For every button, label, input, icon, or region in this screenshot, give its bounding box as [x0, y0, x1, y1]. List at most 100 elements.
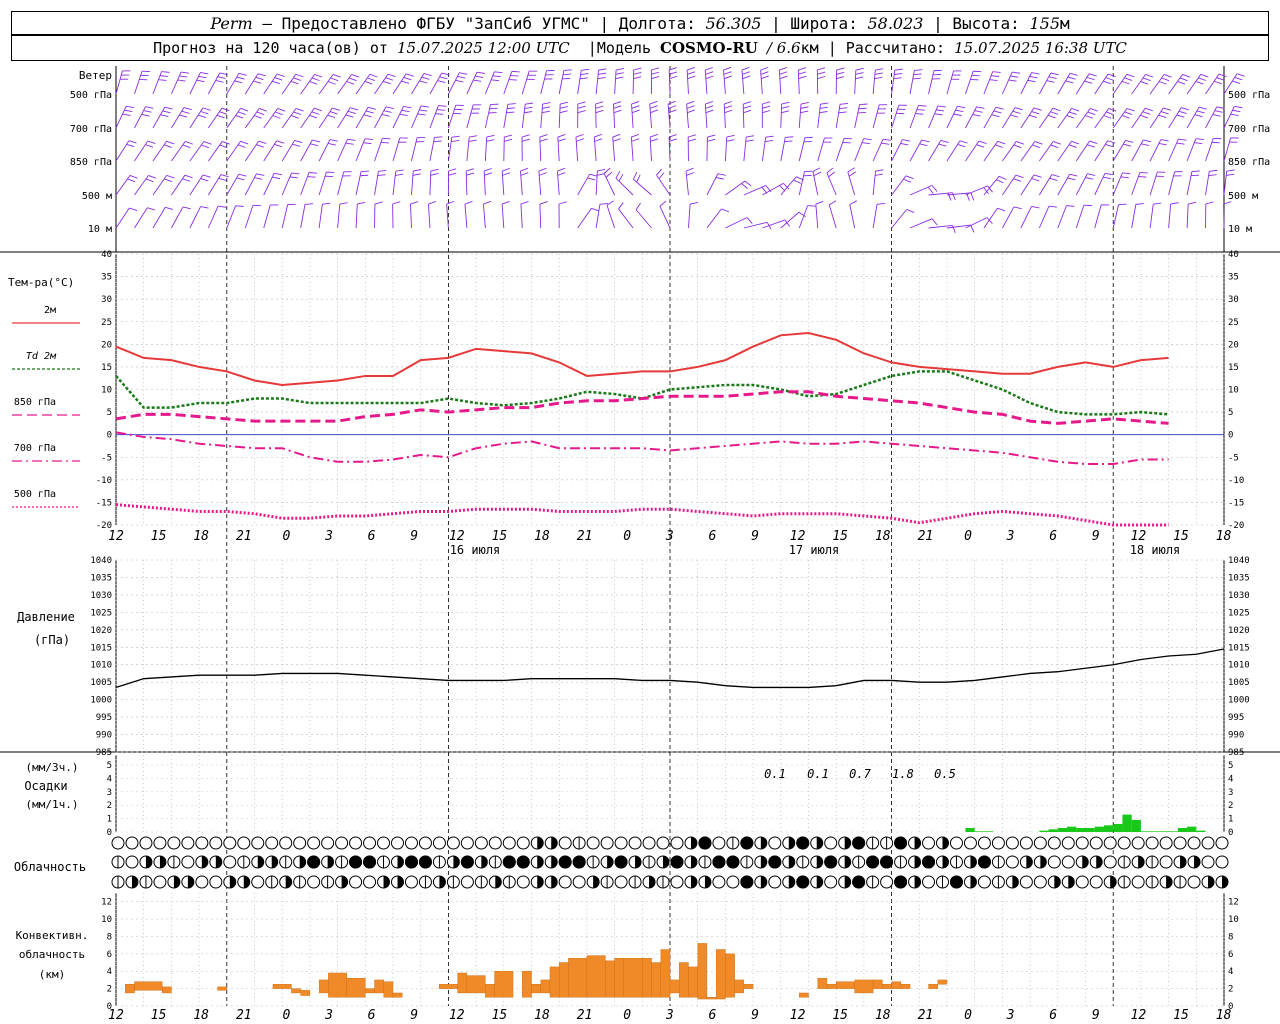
wind-barb-feather — [724, 105, 733, 109]
wind-barb-feather — [717, 173, 726, 176]
wind-barb-feather — [200, 111, 209, 115]
wind-barb-feather — [1050, 144, 1059, 149]
wind-barb — [411, 105, 422, 129]
wind-barb-feather — [615, 170, 621, 179]
cloud-symbol-fill — [796, 875, 810, 889]
wind-barb-feather — [162, 110, 171, 114]
cloud-symbol — [1075, 875, 1089, 889]
wind-barb-feather — [784, 140, 793, 143]
cloud-symbol-half — [173, 876, 180, 888]
cloud-symbol — [446, 836, 460, 850]
wind-barb-feather — [145, 144, 154, 148]
sep-2: | — [771, 13, 781, 33]
wind-barb — [909, 105, 919, 129]
cloud-symbol-half — [760, 876, 767, 888]
conv-bar — [882, 984, 892, 989]
wind-barb-feather — [419, 109, 428, 112]
wind-barb-feather — [276, 73, 285, 77]
hour-label-bottom: 15 — [832, 1008, 848, 1023]
wind-barb-feather — [1069, 173, 1078, 177]
conv-bar — [697, 943, 708, 1000]
wind-barb-feather — [217, 76, 226, 79]
cloud-symbol — [460, 836, 474, 850]
wind-barb — [374, 138, 383, 162]
wind-barb-feather — [741, 183, 748, 189]
wind-barb-feather — [1010, 75, 1019, 78]
wind-barb-feather — [219, 144, 228, 149]
wind-barb — [872, 171, 876, 196]
wind-barb-feather — [800, 102, 809, 105]
wind-barb-feather — [667, 100, 676, 105]
wind-barb-feather — [557, 167, 566, 172]
cloud-symbol — [460, 875, 474, 889]
cloud-symbol-half — [1208, 876, 1215, 888]
wind-barb-feather — [258, 140, 267, 145]
hour-label-bottom: 0 — [282, 1008, 290, 1023]
wind-barb-feather — [826, 167, 834, 174]
cloud-symbol — [293, 836, 307, 850]
wind-barb — [1186, 204, 1189, 229]
cloud-symbol — [1159, 836, 1173, 850]
wind-barb-feather — [688, 134, 696, 138]
wind-barb — [928, 105, 939, 129]
wind-barb-feather — [451, 140, 460, 142]
wind-barb-feather — [875, 68, 884, 71]
conv-tick-left: 0 — [107, 1002, 112, 1012]
wind-barb-feather — [382, 80, 391, 85]
wind-barb-feather — [726, 134, 735, 138]
wind-barb-feather — [177, 79, 186, 82]
wind-barb-feather — [196, 79, 205, 83]
cloud-symbol — [474, 836, 488, 850]
wind-barb-feather — [158, 79, 167, 81]
wind-barb-feather — [254, 177, 263, 180]
wind-barb-feather — [1121, 80, 1130, 85]
wind-barb — [1186, 171, 1193, 196]
forecast-label: Прогноз на 120 часа(ов) от — [153, 39, 388, 57]
wind-barb-feather — [559, 110, 568, 114]
header-row-2: Прогноз на 120 часа(ов) от 15.07.2025 12… — [11, 35, 1269, 61]
wind-barb-feather — [1163, 74, 1172, 78]
wind-barb-feather — [838, 111, 847, 114]
wind-barb-feather — [1138, 176, 1147, 178]
wind-barb — [244, 73, 259, 95]
cloud-symbol-fill — [852, 836, 866, 850]
wind-barb-feather — [403, 105, 412, 109]
wind-barb-feather — [327, 81, 336, 85]
prec-tick-right: 2 — [1228, 801, 1233, 811]
pres-tick-left: 1030 — [90, 591, 112, 601]
wind-barb-feather — [812, 167, 821, 172]
precip-bar — [1131, 819, 1141, 832]
cloud-symbol-fill — [418, 855, 432, 869]
wind-barb-feather — [820, 102, 829, 105]
precip-bar — [1076, 827, 1086, 832]
cloud-symbol — [614, 875, 628, 889]
hour-label-bottom: 12 — [1131, 1008, 1147, 1023]
wind-barb — [318, 171, 327, 196]
wind-barb-feather — [1182, 74, 1191, 78]
conv-bar — [291, 988, 301, 994]
wind-barb-feather — [1106, 111, 1114, 116]
wind-barb-feather — [615, 67, 625, 71]
pres-tick-right: 1010 — [1228, 661, 1250, 671]
cloud-symbol-half — [788, 837, 795, 849]
wind-barb-feather — [649, 105, 658, 109]
wind-barb-feather — [631, 109, 640, 114]
wind-barb-feather — [1123, 143, 1132, 147]
wind-barb-feather — [905, 175, 914, 180]
wind-barb — [392, 106, 404, 129]
wind-barb-feather — [563, 69, 572, 71]
wind-barb-feather — [636, 174, 641, 183]
wind-barb-feather — [1051, 174, 1060, 178]
conv-bar — [715, 949, 726, 1000]
cloud-symbol — [237, 836, 251, 850]
cloud-symbol-half — [481, 856, 488, 868]
wind-barb-feather — [1104, 172, 1113, 176]
wind-barb — [633, 178, 652, 196]
wind-barb-feather — [927, 186, 934, 194]
wind-barb-feather — [1085, 177, 1094, 180]
cloud-symbol-half — [914, 856, 921, 868]
wind-barb-feather — [329, 139, 338, 142]
wind-barb — [1131, 139, 1144, 162]
wind-barb-feather — [1105, 77, 1114, 81]
